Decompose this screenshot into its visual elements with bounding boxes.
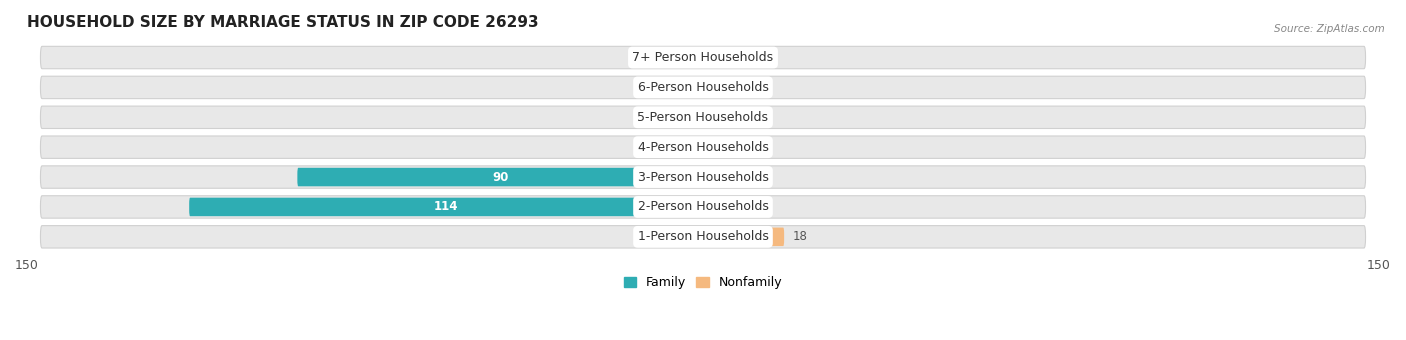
Text: 4-Person Households: 4-Person Households xyxy=(637,141,769,154)
FancyBboxPatch shape xyxy=(41,226,1365,248)
Text: 6: 6 xyxy=(740,201,747,214)
FancyBboxPatch shape xyxy=(666,227,703,246)
Legend: Family, Nonfamily: Family, Nonfamily xyxy=(619,271,787,294)
Text: 0: 0 xyxy=(651,81,658,94)
FancyBboxPatch shape xyxy=(703,138,740,156)
Text: 0: 0 xyxy=(748,51,755,64)
Text: 0: 0 xyxy=(651,141,658,154)
FancyBboxPatch shape xyxy=(666,138,703,156)
FancyBboxPatch shape xyxy=(666,108,703,126)
FancyBboxPatch shape xyxy=(666,48,703,67)
Text: 0: 0 xyxy=(748,111,755,124)
Text: 1-Person Households: 1-Person Households xyxy=(637,230,769,243)
Text: Source: ZipAtlas.com: Source: ZipAtlas.com xyxy=(1274,24,1385,34)
Text: 0: 0 xyxy=(651,51,658,64)
Text: HOUSEHOLD SIZE BY MARRIAGE STATUS IN ZIP CODE 26293: HOUSEHOLD SIZE BY MARRIAGE STATUS IN ZIP… xyxy=(27,15,538,30)
FancyBboxPatch shape xyxy=(703,168,725,186)
Text: 0: 0 xyxy=(651,230,658,243)
FancyBboxPatch shape xyxy=(703,108,740,126)
Text: 0: 0 xyxy=(651,111,658,124)
Text: 7+ Person Households: 7+ Person Households xyxy=(633,51,773,64)
FancyBboxPatch shape xyxy=(703,78,740,97)
FancyBboxPatch shape xyxy=(703,198,730,216)
Text: 0: 0 xyxy=(748,141,755,154)
FancyBboxPatch shape xyxy=(41,136,1365,158)
FancyBboxPatch shape xyxy=(190,198,703,216)
FancyBboxPatch shape xyxy=(41,106,1365,129)
Text: 5-Person Households: 5-Person Households xyxy=(637,111,769,124)
FancyBboxPatch shape xyxy=(41,166,1365,188)
Text: 6-Person Households: 6-Person Households xyxy=(637,81,769,94)
Text: 0: 0 xyxy=(748,81,755,94)
Text: 3-Person Households: 3-Person Households xyxy=(637,171,769,184)
FancyBboxPatch shape xyxy=(703,227,785,246)
Text: 5: 5 xyxy=(734,171,742,184)
Text: 114: 114 xyxy=(434,201,458,214)
FancyBboxPatch shape xyxy=(41,76,1365,99)
Text: 90: 90 xyxy=(492,171,509,184)
Text: 18: 18 xyxy=(793,230,808,243)
Text: 2-Person Households: 2-Person Households xyxy=(637,201,769,214)
FancyBboxPatch shape xyxy=(666,78,703,97)
FancyBboxPatch shape xyxy=(703,48,740,67)
FancyBboxPatch shape xyxy=(297,168,703,186)
FancyBboxPatch shape xyxy=(41,46,1365,69)
FancyBboxPatch shape xyxy=(41,196,1365,218)
